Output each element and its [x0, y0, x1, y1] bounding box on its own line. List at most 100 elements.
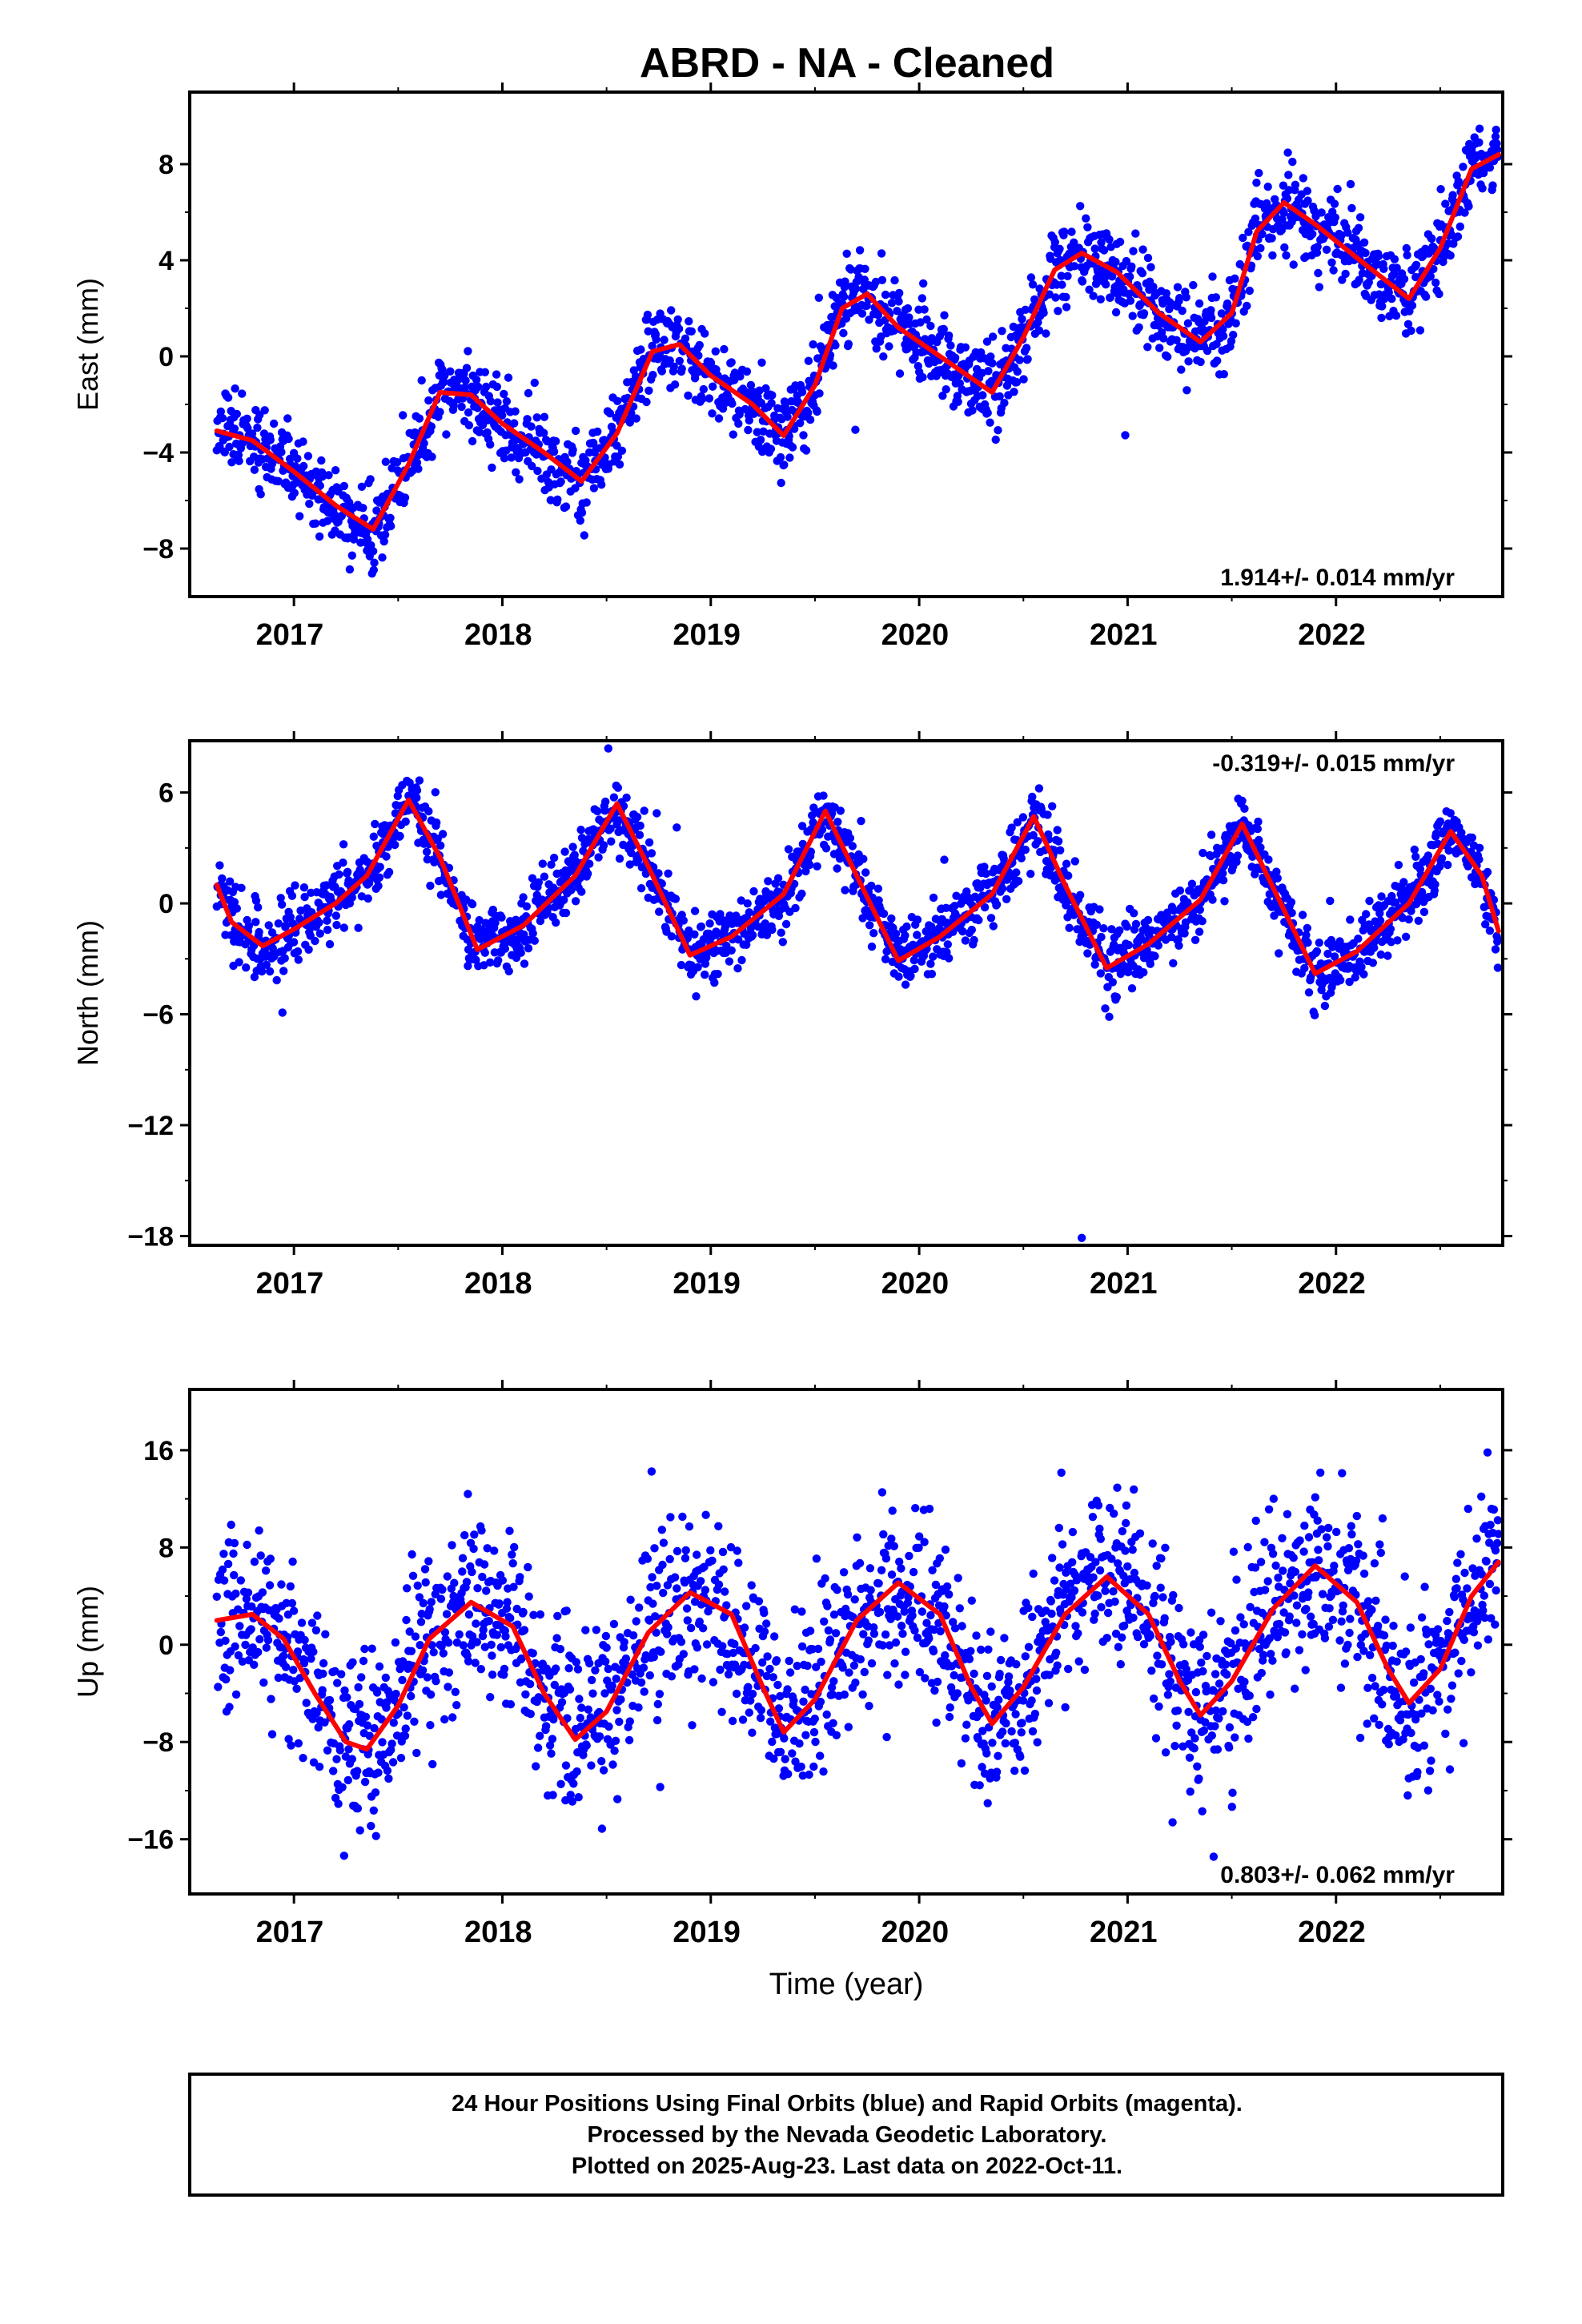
data-point: [751, 1643, 760, 1653]
data-point: [1014, 877, 1023, 886]
data-point: [392, 458, 402, 467]
data-point: [1092, 920, 1102, 930]
data-point: [809, 1762, 818, 1771]
data-point: [1125, 289, 1134, 298]
data-point: [580, 531, 588, 540]
data-point: [429, 1648, 438, 1657]
data-point: [704, 1607, 713, 1616]
data-point: [1284, 171, 1293, 179]
data-point: [998, 884, 1007, 893]
data-point: [538, 859, 547, 868]
data-point: [474, 382, 483, 392]
data-point: [744, 425, 753, 435]
data-point: [727, 946, 736, 955]
data-point: [1143, 343, 1152, 352]
data-point: [670, 380, 680, 389]
data-point: [343, 867, 352, 877]
data-point: [1099, 924, 1108, 933]
data-point: [581, 1626, 590, 1634]
data-point: [242, 1594, 251, 1603]
data-point: [1189, 280, 1198, 290]
data-point: [636, 1678, 646, 1687]
data-point: [480, 368, 489, 376]
data-point: [913, 931, 921, 939]
data-point: [810, 1715, 819, 1723]
data-point: [665, 1554, 674, 1564]
data-point: [525, 1679, 535, 1689]
data-point: [442, 1610, 452, 1618]
data-point: [492, 370, 501, 379]
data-point: [885, 342, 893, 351]
data-point: [436, 841, 445, 850]
data-point: [299, 1659, 309, 1668]
data-point: [761, 384, 770, 393]
data-point: [432, 818, 441, 827]
data-point: [230, 898, 239, 907]
data-point: [737, 955, 746, 965]
data-point: [495, 1599, 504, 1608]
data-point: [1256, 243, 1265, 253]
data-point: [1485, 927, 1495, 935]
data-point: [684, 391, 693, 400]
data-point: [567, 886, 576, 895]
data-point: [218, 874, 227, 883]
data-point: [464, 1657, 473, 1666]
data-point: [605, 409, 615, 418]
y-axis-label: North (mm): [71, 920, 104, 1066]
data-point: [827, 312, 836, 322]
data-point: [492, 382, 501, 392]
data-point: [710, 978, 719, 987]
data-point: [337, 1670, 346, 1679]
data-point: [648, 1573, 656, 1582]
data-point: [500, 389, 508, 399]
data-point: [543, 436, 552, 446]
data-point: [1034, 784, 1044, 793]
data-point: [801, 866, 810, 876]
data-point: [561, 502, 571, 511]
data-point: [576, 874, 584, 883]
data-point: [861, 264, 869, 273]
data-point: [299, 883, 309, 892]
data-point: [1207, 306, 1215, 315]
data-point: [644, 386, 653, 395]
data-point: [595, 1732, 604, 1741]
x-tick-label: 2017: [256, 618, 324, 652]
data-point: [403, 1711, 412, 1720]
data-point: [382, 852, 391, 861]
data-point: [318, 1686, 327, 1695]
data-point: [961, 936, 970, 945]
data-point: [1303, 187, 1312, 195]
x-tick-label: 2017: [256, 1267, 324, 1301]
x-tick-label: 2020: [881, 618, 950, 652]
rate-label: -0.319+/- 0.015 mm/yr: [1212, 750, 1455, 777]
data-point: [1330, 199, 1339, 208]
data-point: [1107, 925, 1116, 934]
data-point: [695, 1617, 704, 1626]
data-point: [1034, 837, 1042, 846]
data-point: [1106, 293, 1115, 302]
data-point: [420, 439, 428, 448]
data-point: [571, 897, 580, 906]
data-point: [688, 1721, 697, 1730]
data-point: [1231, 274, 1239, 283]
data-point: [620, 1638, 628, 1647]
data-point: [250, 452, 259, 461]
data-point: [628, 1631, 638, 1640]
data-point: [493, 398, 502, 407]
data-point: [519, 893, 528, 902]
data-point: [1251, 870, 1259, 879]
data-point: [698, 394, 707, 404]
y-tick-label: −8: [143, 534, 174, 565]
data-point: [901, 980, 910, 989]
data-point: [1103, 983, 1112, 991]
data-point: [746, 380, 756, 390]
data-point: [612, 1675, 620, 1683]
data-point: [293, 454, 302, 463]
data-point: [675, 356, 684, 365]
data-point: [601, 1631, 611, 1641]
data-point: [667, 306, 676, 315]
data-point: [556, 1779, 565, 1788]
data-point: [785, 453, 794, 462]
data-point: [315, 481, 324, 490]
data-point: [321, 1630, 330, 1638]
